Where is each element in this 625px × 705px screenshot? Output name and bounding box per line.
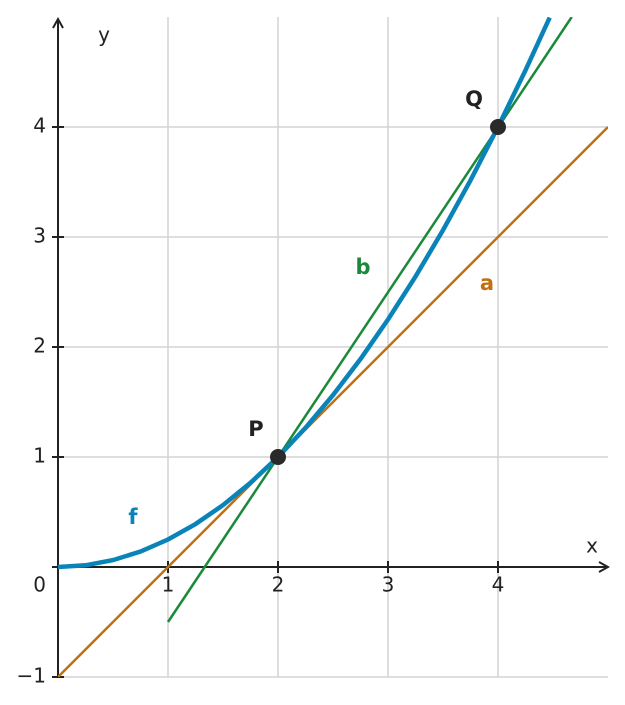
- series-label: b: [355, 255, 370, 279]
- point-label: Q: [465, 87, 483, 111]
- x-tick-label: 4: [492, 573, 505, 597]
- series-label: a: [480, 271, 494, 295]
- point: [270, 449, 286, 465]
- y-tick-label: −1: [17, 664, 46, 688]
- x-axis-label: x: [586, 534, 598, 558]
- y-tick-label: 4: [33, 114, 46, 138]
- y-tick-label: 3: [33, 224, 46, 248]
- x-tick-label: 3: [382, 573, 395, 597]
- x-tick-label: 2: [272, 573, 285, 597]
- y-tick-label: 0: [33, 573, 46, 597]
- y-axis-label: y: [98, 23, 110, 47]
- y-tick-label: 2: [33, 334, 46, 358]
- series-label: f: [128, 505, 138, 529]
- x-tick-label: 1: [162, 573, 175, 597]
- y-tick-label: 1: [33, 444, 46, 468]
- point: [490, 119, 506, 135]
- point-label: P: [248, 417, 263, 441]
- series-line: [58, 126, 608, 677]
- series-line: [58, 17, 552, 570]
- series-line: [166, 17, 573, 623]
